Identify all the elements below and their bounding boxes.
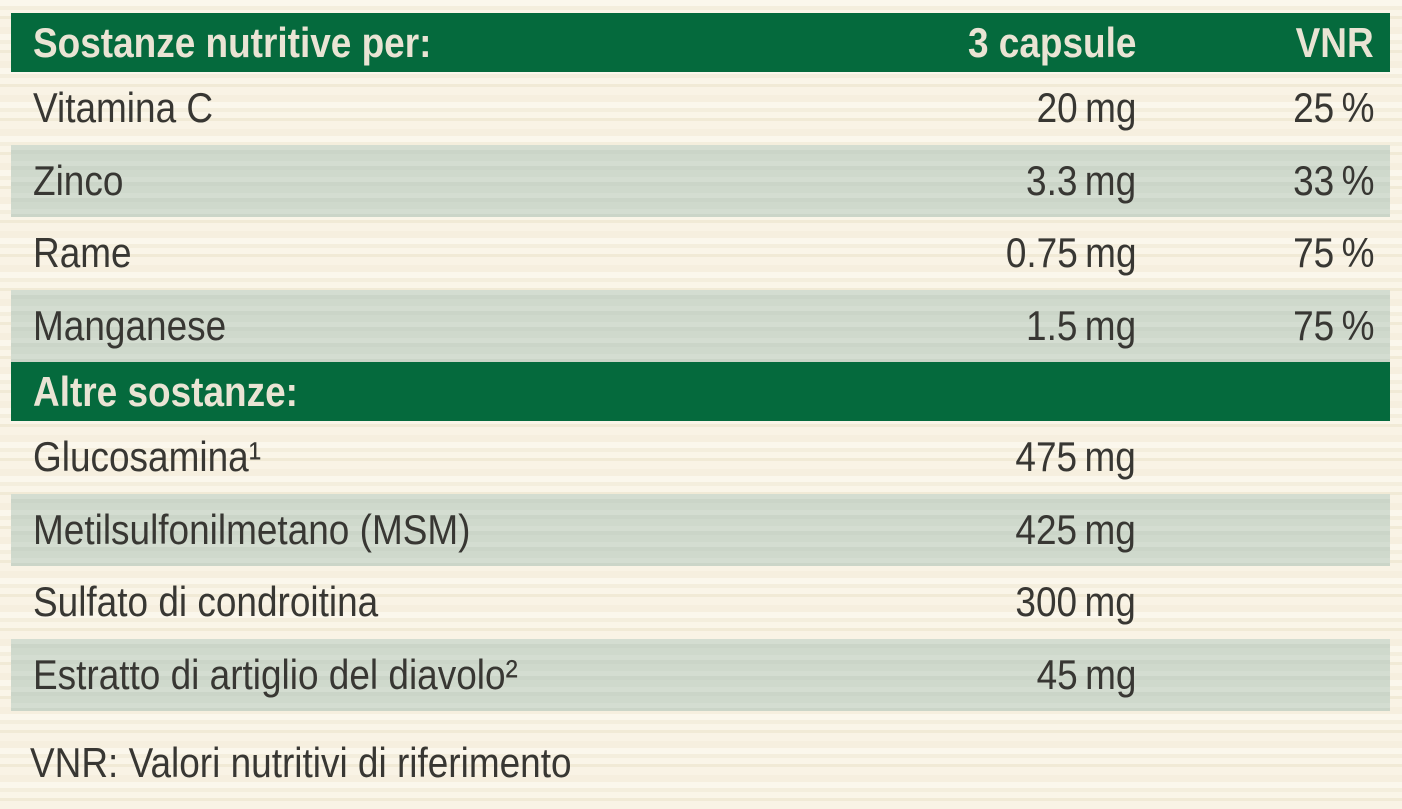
header-substances-cell: Sostanze nutritive per: [11, 13, 816, 72]
subheader-amount-cell [816, 362, 1136, 421]
substance-amount: 1.5 mg [1025, 301, 1136, 349]
substance-vnr: 33 % [1292, 156, 1374, 204]
substance-name: Metilsulfonilmetano (MSM) [33, 505, 471, 553]
subheader-cell: Altre sostanze: [11, 362, 816, 421]
substance-name: Manganese [33, 301, 227, 349]
header-vnr-cell: VNR [1136, 13, 1390, 72]
table-row-condroitina: Sulfato di condroitina 300 mg [11, 566, 1390, 639]
table-row-rame: Rame 0.75 mg 75 % [11, 217, 1390, 290]
substance-name: Vitamina C [33, 84, 214, 132]
substance-vnr: 75 % [1292, 301, 1374, 349]
substance-amount: 45 mg [1036, 650, 1136, 698]
subheader-label: Altre sostanze: [33, 367, 298, 415]
table-row-glucosamina: Glucosamina¹ 475 mg [11, 421, 1390, 494]
substance-amount: 425 mg [1015, 505, 1136, 553]
table-row-msm: Metilsulfonilmetano (MSM) 425 mg [11, 493, 1390, 567]
table-row-artiglio-diavolo: Estratto di artiglio del diavolo² 45 mg [11, 638, 1390, 712]
substance-vnr [1136, 639, 1390, 712]
substance-vnr [1136, 421, 1390, 494]
table-subheader-row: Altre sostanze: [11, 362, 1390, 421]
substance-name: Zinco [33, 156, 124, 204]
vnr-footnote-text: VNR: Valori nutritivi di riferimento [30, 739, 572, 786]
table-row-vitamina-c: Vitamina C 20 mg 25 % [11, 72, 1390, 145]
header-substances-label: Sostanze nutritive per: [33, 18, 432, 66]
header-amount-label: 3 capsule [967, 18, 1136, 66]
subheader-vnr-cell [1136, 362, 1390, 421]
substance-name: Estratto di artiglio del diavolo² [33, 650, 518, 698]
nutrition-table: Sostanze nutritive per: 3 capsule VNR Vi… [11, 13, 1390, 711]
substance-amount: 20 mg [1036, 84, 1136, 132]
table-header-row: Sostanze nutritive per: 3 capsule VNR [11, 13, 1390, 72]
substance-vnr: 25 % [1292, 84, 1374, 132]
substance-vnr [1136, 566, 1390, 639]
header-amount-cell: 3 capsule [816, 13, 1136, 72]
substance-name: Rame [33, 229, 132, 277]
table-row-zinco: Zinco 3.3 mg 33 % [11, 144, 1390, 217]
table-row-manganese: Manganese 1.5 mg 75 % [11, 289, 1390, 362]
header-vnr-label: VNR [1295, 18, 1374, 66]
substance-name: Sulfato di condroitina [33, 578, 379, 626]
substance-vnr: 75 % [1292, 229, 1374, 277]
vnr-footnote: VNR: Valori nutritivi di riferimento [11, 739, 645, 787]
substance-name: Glucosamina¹ [33, 433, 262, 481]
substance-amount: 300 mg [1015, 578, 1136, 626]
substance-amount: 0.75 mg [1005, 229, 1136, 277]
substance-amount: 3.3 mg [1025, 156, 1136, 204]
substance-vnr [1136, 494, 1390, 567]
substance-amount: 475 mg [1015, 433, 1136, 481]
